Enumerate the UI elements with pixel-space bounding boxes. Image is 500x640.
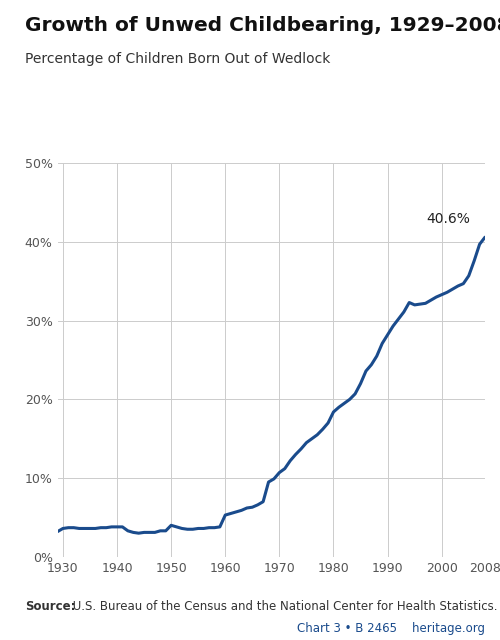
Text: Percentage of Children Born Out of Wedlock: Percentage of Children Born Out of Wedlo…	[25, 52, 330, 67]
Text: Growth of Unwed Childbearing, 1929–2008: Growth of Unwed Childbearing, 1929–2008	[25, 16, 500, 35]
Text: 40.6%: 40.6%	[426, 212, 470, 227]
Text: U.S. Bureau of the Census and the National Center for Health Statistics.: U.S. Bureau of the Census and the Nation…	[69, 600, 498, 613]
Text: Source:: Source:	[25, 600, 76, 613]
Text: Chart 3 • B 2465    heritage.org: Chart 3 • B 2465 heritage.org	[297, 622, 485, 635]
